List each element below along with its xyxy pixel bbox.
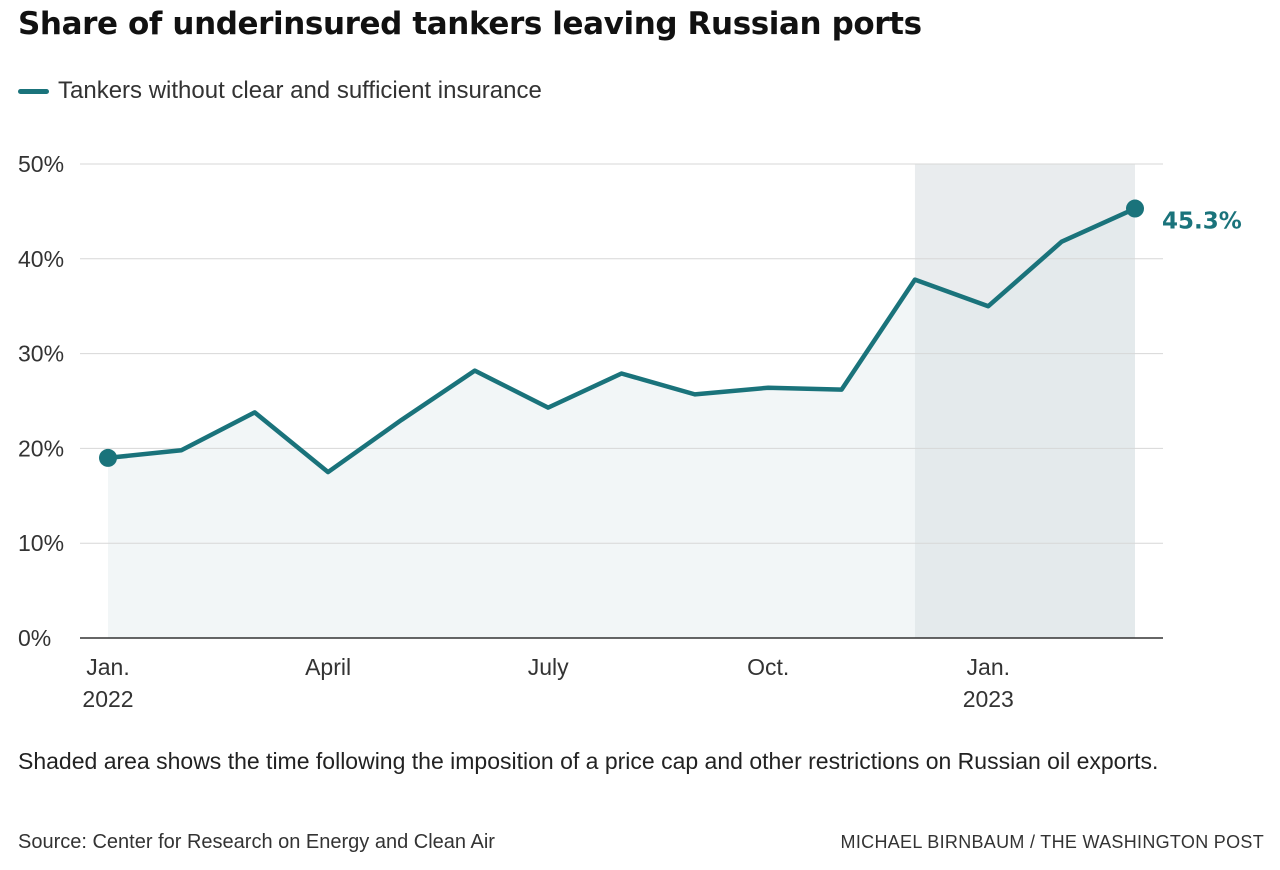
y-tick-label: 50%: [18, 151, 64, 177]
x-tick-label: Jan.: [86, 654, 129, 680]
chart-title: Share of underinsured tankers leaving Ru…: [18, 6, 922, 42]
data-point: [1126, 199, 1144, 218]
x-tick-sublabel: 2022: [82, 686, 133, 712]
x-tick-label: April: [305, 654, 351, 680]
credit-line: MICHAEL BIRNBAUM / THE WASHINGTON POST: [840, 832, 1264, 852]
legend: Tankers without clear and sufficient ins…: [18, 77, 542, 105]
x-tick-label: July: [528, 654, 569, 680]
legend-label: Tankers without clear and sufficient ins…: [58, 77, 542, 104]
area-fill-shaded: [914, 208, 1135, 638]
chart-note: Shaded area shows the time following the…: [18, 748, 1159, 774]
legend-swatch: [18, 88, 49, 94]
y-tick-label: 30%: [18, 341, 64, 367]
line-chart: 0% 10% 20% 30% 40% 50% Jan. 2022 April July Oct. J…: [18, 151, 1242, 712]
source-line: Source: Center for Research on Energy an…: [18, 831, 495, 853]
data-label: 45.3%: [1162, 209, 1242, 235]
y-tick-label: 0%: [18, 625, 51, 651]
series-line: [105, 206, 1138, 475]
data-point: [99, 448, 117, 467]
x-tick-sublabel: 2023: [963, 686, 1014, 712]
y-tick-label: 10%: [18, 530, 64, 556]
y-tick-label: 20%: [18, 435, 64, 461]
x-tick-label: Oct.: [747, 654, 789, 680]
y-tick-label: 40%: [18, 246, 64, 272]
x-tick-label: Jan.: [967, 654, 1010, 680]
area-fill: [108, 279, 915, 638]
